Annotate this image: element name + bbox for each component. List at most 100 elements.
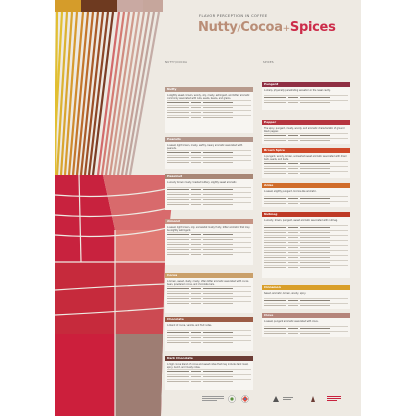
card-title: Anise	[262, 183, 350, 188]
table-row	[167, 186, 251, 192]
table-row	[167, 191, 251, 197]
card-title: Hazelnut	[165, 174, 253, 179]
table-row	[264, 229, 348, 235]
wheel-block-spice	[103, 175, 175, 230]
table-row	[167, 246, 251, 252]
partner-logo-icon	[311, 396, 315, 402]
table-row	[167, 339, 251, 345]
table-row	[264, 254, 348, 260]
table-row	[167, 295, 251, 301]
table-row	[264, 302, 348, 308]
table-row	[264, 249, 348, 255]
poster: Flavor Perception in Coffee Nutty/Cocoa+…	[55, 0, 361, 416]
right-column-heading: Spices	[263, 61, 274, 64]
card-title: Clove	[262, 313, 350, 318]
card-pepper: Pepper The spicy, pungent, musty, woody,…	[262, 120, 350, 144]
table-row	[167, 373, 251, 379]
table-row	[264, 200, 348, 206]
table-row	[167, 329, 251, 335]
card-hazelnut: Hazelnut A woody brown musty, toasted bu…	[165, 174, 253, 210]
flavor-wheel	[55, 0, 175, 416]
wheel-rays	[55, 0, 163, 176]
card-brown-spice-group: Brown Spice A pungent, woody, brown, som…	[262, 148, 350, 178]
table-row	[167, 154, 251, 160]
partner-logo-icon	[273, 396, 279, 402]
wheel-block-pepper	[55, 262, 115, 334]
card-title: Cocoa	[165, 273, 253, 278]
card-title: Dark Chocolate	[165, 356, 253, 361]
card-description: A slightly sweet, brown, woody, oily, mu…	[167, 93, 250, 100]
table-row	[167, 368, 251, 374]
ray-segment	[81, 0, 117, 12]
card-anise: Anise A sweet, slightly pungent, licoric…	[262, 183, 350, 207]
ray-segment	[55, 0, 81, 12]
table-row	[264, 297, 348, 303]
title-cocoa: Cocoa	[240, 20, 283, 35]
table-row	[264, 239, 348, 245]
table-row	[264, 224, 348, 230]
table-row	[264, 325, 348, 331]
table-row	[167, 196, 251, 202]
card-title: Chocolate	[165, 317, 253, 322]
table-row	[264, 259, 348, 265]
card-description: A blend of cocoa, vanilla, and fruit not…	[167, 323, 212, 327]
footer-logos	[228, 395, 341, 403]
table-row	[167, 251, 251, 257]
title-nutty: Nutty	[198, 20, 238, 35]
card-description: A pungent, woody, brown, somewhat sweet …	[264, 154, 347, 161]
table-row	[167, 231, 251, 237]
card-cocoa: Cocoa A brown, sweet, dusty, musty, ofte…	[165, 273, 253, 313]
table-row	[167, 236, 251, 242]
table-row	[264, 99, 348, 105]
card-description: A high cocoa blend of cocoa and sweet no…	[167, 362, 249, 369]
table-row	[264, 330, 348, 336]
table-row	[167, 159, 251, 165]
card-title: Cinnamon	[262, 285, 350, 290]
poster-title: Nutty/Cocoa+Spices	[198, 20, 336, 35]
table-row	[167, 99, 251, 105]
table-row	[167, 104, 251, 110]
table-row	[264, 137, 348, 143]
table-row	[264, 234, 348, 240]
table-row	[264, 195, 348, 201]
table-row	[264, 94, 348, 100]
left-column-heading: Nutty/Cocoa	[165, 61, 188, 64]
card-chocolate: Chocolate A blend of cocoa, vanilla, and…	[165, 317, 253, 351]
table-row	[264, 264, 348, 270]
title-separator: /	[237, 24, 241, 34]
partner-logo-icon	[327, 396, 341, 397]
table-row	[167, 378, 251, 384]
wheel-block-brown-spice	[115, 262, 165, 334]
poster-kicker: Flavor Perception in Coffee	[199, 14, 268, 18]
wheel-block-mauve	[115, 334, 163, 416]
table-row	[264, 160, 348, 166]
table-row	[167, 109, 251, 115]
card-cinnamon: Cinnamon Sweet, aromatic, brown, woody, …	[262, 285, 350, 309]
footer-credit-text	[202, 396, 224, 403]
table-row	[264, 132, 348, 138]
wheel-blocks	[55, 174, 175, 416]
title-spices: Spices	[289, 20, 336, 35]
card-title: Nutmeg	[262, 212, 350, 217]
table-row	[264, 244, 348, 250]
table-row	[167, 201, 251, 207]
table-row	[264, 165, 348, 171]
wheel-block-anise	[115, 230, 169, 262]
card-description: A sweet, pungent aromatic associated wit…	[264, 319, 319, 323]
table-row	[167, 285, 251, 291]
card-nutmeg: Nutmeg A woody, brown, pungent, sweet ar…	[262, 212, 350, 278]
table-row	[167, 241, 251, 247]
title-plus: +	[282, 24, 291, 34]
card-title: Peanuts	[165, 137, 253, 142]
card-description: A woody, brown, pungent, sweet aromatic …	[264, 218, 338, 222]
card-description: A sharp, physically penetrating sensatio…	[264, 88, 331, 92]
card-description: A sweet, slightly pungent, licorice-like…	[264, 189, 317, 193]
card-title: Nutty	[165, 87, 253, 92]
card-description: A sweet, light brown, musty, earthy, bea…	[167, 143, 243, 150]
ray-segment	[117, 0, 143, 12]
card-pungent: Pungent A sharp, physically penetrating …	[262, 82, 350, 110]
card-title: Brown Spice	[262, 148, 350, 153]
table-row	[167, 300, 251, 306]
card-description: A brown, sweet, dusty, musty, often bitt…	[167, 279, 249, 286]
table-row	[264, 170, 348, 176]
